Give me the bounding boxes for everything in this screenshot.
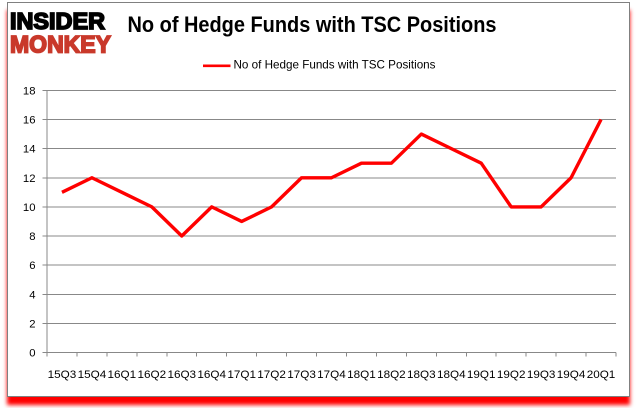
svg-text:16Q2: 16Q2 bbox=[138, 369, 167, 381]
svg-text:12: 12 bbox=[23, 173, 36, 185]
svg-text:16: 16 bbox=[23, 115, 36, 127]
svg-text:19Q3: 19Q3 bbox=[527, 369, 556, 381]
svg-text:17Q2: 17Q2 bbox=[257, 369, 286, 381]
svg-text:15Q3: 15Q3 bbox=[48, 369, 77, 381]
svg-text:16Q1: 16Q1 bbox=[108, 369, 137, 381]
svg-text:18Q1: 18Q1 bbox=[347, 369, 376, 381]
svg-text:MONKEY: MONKEY bbox=[10, 32, 111, 59]
svg-text:No of Hedge Funds with TSC Pos: No of Hedge Funds with TSC Positions bbox=[128, 12, 497, 37]
svg-text:16Q3: 16Q3 bbox=[167, 369, 196, 381]
svg-text:4: 4 bbox=[29, 289, 35, 301]
svg-text:6: 6 bbox=[29, 260, 35, 272]
svg-text:8: 8 bbox=[29, 231, 35, 243]
svg-text:19Q4: 19Q4 bbox=[557, 369, 586, 381]
svg-text:2: 2 bbox=[29, 318, 35, 330]
svg-text:18Q3: 18Q3 bbox=[407, 369, 436, 381]
svg-text:INSIDER: INSIDER bbox=[10, 8, 105, 34]
svg-text:18Q4: 18Q4 bbox=[437, 369, 466, 381]
svg-text:17Q4: 17Q4 bbox=[317, 369, 346, 381]
svg-text:15Q4: 15Q4 bbox=[78, 369, 107, 381]
svg-text:18: 18 bbox=[23, 85, 36, 97]
svg-text:14: 14 bbox=[23, 144, 36, 156]
svg-text:19Q1: 19Q1 bbox=[467, 369, 496, 381]
svg-text:17Q1: 17Q1 bbox=[227, 369, 256, 381]
svg-text:18Q2: 18Q2 bbox=[377, 369, 406, 381]
svg-text:20Q1: 20Q1 bbox=[587, 369, 616, 381]
svg-text:16Q4: 16Q4 bbox=[197, 369, 226, 381]
svg-text:17Q3: 17Q3 bbox=[287, 369, 316, 381]
svg-text:10: 10 bbox=[23, 202, 36, 214]
svg-text:19Q2: 19Q2 bbox=[497, 369, 526, 381]
svg-text:0: 0 bbox=[29, 348, 35, 360]
svg-text:No of Hedge Funds with TSC Pos: No of Hedge Funds with TSC Positions bbox=[234, 58, 436, 72]
